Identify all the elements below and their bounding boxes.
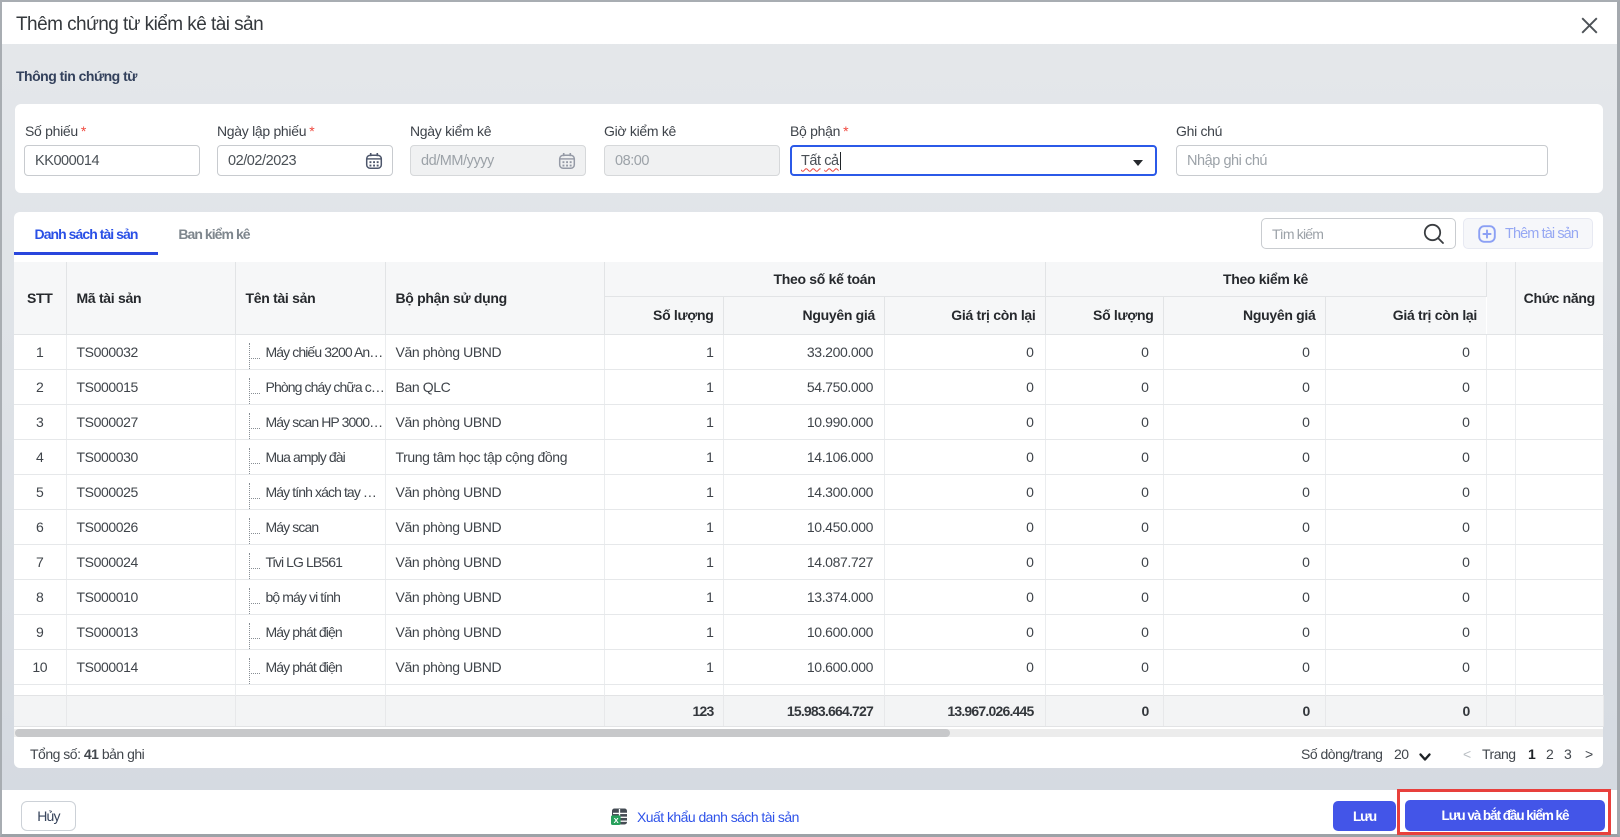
svg-text:X: X <box>614 816 619 825</box>
